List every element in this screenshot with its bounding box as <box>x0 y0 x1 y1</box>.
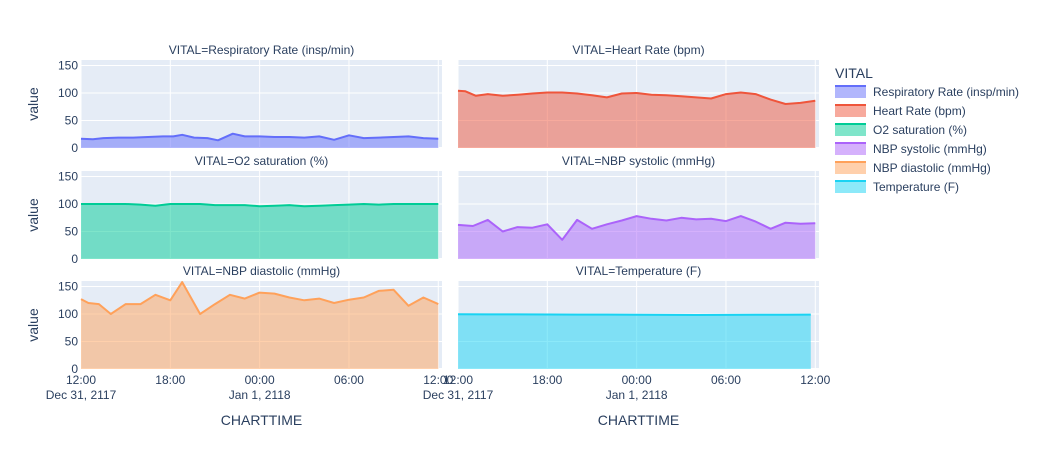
legend-item-heart-rate-bpm: Heart Rate (bpm) <box>873 104 966 118</box>
line-temperature-f <box>457 313 811 316</box>
x-tick-date-nbp-diastolic-mmhg-0: Dec 31, 2117 <box>46 388 117 402</box>
line-nbp-systolic-mmhg <box>457 215 816 241</box>
subplot-title-respiratory-rate-insp-min: VITAL=Respiratory Rate (insp/min) <box>169 43 355 57</box>
area-temperature-f <box>458 314 811 369</box>
subplot-title-temperature-f: VITAL=Temperature (F) <box>576 264 701 278</box>
x-tick-temperature-f-4: 12:00 <box>800 373 830 387</box>
line-o2-saturation <box>81 203 439 208</box>
legend-swatch-nbp-diastolic-mmhg <box>835 162 866 174</box>
x-tick-nbp-diastolic-mmhg-0: 12:00 <box>66 373 96 387</box>
x-tick-temperature-f-1: 18:00 <box>532 373 562 387</box>
y-axis-title-respiratory-rate-insp-min: value <box>25 87 41 121</box>
y-tick-respiratory-rate-insp-min-100: 100 <box>58 86 78 100</box>
area-nbp-systolic-mmhg <box>458 216 816 259</box>
y-tick-nbp-diastolic-mmhg-150: 150 <box>58 280 78 294</box>
y-tick-respiratory-rate-insp-min-0: 0 <box>71 141 78 155</box>
y-tick-nbp-diastolic-mmhg-50: 50 <box>65 335 79 349</box>
line-respiratory-rate-insp-min <box>80 132 439 142</box>
legend-item-nbp-diastolic-mmhg: NBP diastolic (mmHg) <box>873 161 991 175</box>
x-tick-temperature-f-3: 06:00 <box>711 373 741 387</box>
y-tick-nbp-diastolic-mmhg-0: 0 <box>71 362 78 376</box>
y-tick-o2-saturation-0: 0 <box>71 252 78 266</box>
x-tick-nbp-diastolic-mmhg-4: 12:00 <box>423 373 453 387</box>
x-tick-temperature-f-0: 12:00 <box>443 373 473 387</box>
x-tick-nbp-diastolic-mmhg-2: 00:00 <box>245 373 275 387</box>
x-tick-date-temperature-f-0: Dec 31, 2117 <box>423 388 494 402</box>
x-tick-date-temperature-f-2: Jan 1, 2118 <box>606 388 668 402</box>
line-heart-rate-bpm <box>457 89 816 105</box>
y-tick-respiratory-rate-insp-min-150: 150 <box>58 59 78 73</box>
x-tick-date-nbp-diastolic-mmhg-2: Jan 1, 2118 <box>229 388 291 402</box>
legend-title: VITAL <box>835 65 873 81</box>
area-nbp-diastolic-mmhg <box>81 282 439 369</box>
y-tick-respiratory-rate-insp-min-50: 50 <box>65 114 79 128</box>
legend-item-respiratory-rate-insp-min: Respiratory Rate (insp/min) <box>873 85 1019 99</box>
x-axis-title-nbp-diastolic-mmhg: CHARTTIME <box>221 412 302 428</box>
legend-swatch-respiratory-rate-insp-min <box>835 86 866 98</box>
y-axis-title-o2-saturation: value <box>25 198 41 232</box>
legend-swatch-temperature-f <box>835 181 866 193</box>
y-tick-o2-saturation-150: 150 <box>58 170 78 184</box>
x-tick-nbp-diastolic-mmhg-3: 06:00 <box>334 373 364 387</box>
x-axis-title-temperature-f: CHARTTIME <box>598 412 679 428</box>
subplot-title-nbp-diastolic-mmhg: VITAL=NBP diastolic (mmHg) <box>183 264 340 278</box>
x-tick-nbp-diastolic-mmhg-1: 18:00 <box>155 373 185 387</box>
legend-swatch-nbp-systolic-mmhg <box>835 143 866 155</box>
legend-swatch-o2-saturation <box>835 124 866 136</box>
y-tick-o2-saturation-50: 50 <box>65 225 79 239</box>
x-tick-temperature-f-2: 00:00 <box>622 373 652 387</box>
legend-item-temperature-f: Temperature (F) <box>873 180 959 194</box>
panel-bg-respiratory-rate-insp-min <box>81 60 442 148</box>
y-tick-o2-saturation-100: 100 <box>58 197 78 211</box>
subplot-title-heart-rate-bpm: VITAL=Heart Rate (bpm) <box>572 43 704 57</box>
legend-item-o2-saturation: O2 saturation (%) <box>873 123 967 137</box>
area-o2-saturation <box>81 204 439 259</box>
legend-swatch-heart-rate-bpm <box>835 105 866 117</box>
y-axis-title-nbp-diastolic-mmhg: value <box>25 308 41 342</box>
area-heart-rate-bpm <box>458 90 816 148</box>
line-nbp-diastolic-mmhg <box>80 281 439 315</box>
subplot-title-o2-saturation: VITAL=O2 saturation (%) <box>195 154 329 168</box>
subplot-title-nbp-systolic-mmhg: VITAL=NBP systolic (mmHg) <box>562 154 715 168</box>
y-tick-nbp-diastolic-mmhg-100: 100 <box>58 307 78 321</box>
legend-item-nbp-systolic-mmhg: NBP systolic (mmHg) <box>873 142 987 156</box>
